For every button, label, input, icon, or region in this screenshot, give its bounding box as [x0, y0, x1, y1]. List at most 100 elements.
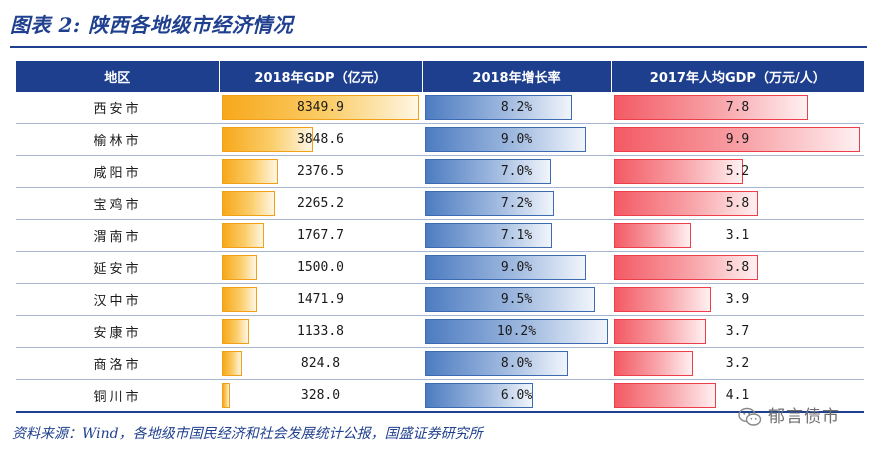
gdp-data-bar	[222, 191, 275, 216]
per-capita-value: 3.1	[725, 228, 750, 243]
growth-value: 8.0%	[500, 356, 533, 371]
gdp-data-bar	[222, 95, 419, 120]
growth-data-bar	[425, 319, 608, 344]
gdp-value: 1471.9	[297, 292, 344, 307]
gdp-data-bar	[222, 255, 257, 280]
gdp-cell: 2376.5	[219, 155, 422, 188]
column-header-region: 地区	[16, 61, 220, 92]
region-cell: 铜川市	[16, 379, 219, 413]
per-capita-value: 3.2	[725, 356, 750, 371]
growth-data-bar	[425, 191, 554, 216]
per-capita-data-bar	[614, 223, 691, 248]
gdp-cell: 1133.8	[219, 315, 422, 348]
growth-cell: 7.2%	[422, 187, 611, 220]
per-capita-cell: 3.9	[611, 283, 864, 316]
per-capita-cell: 3.7	[611, 315, 864, 348]
gdp-value: 2265.2	[297, 196, 344, 211]
per-capita-data-bar	[614, 191, 758, 216]
gdp-data-bar	[222, 127, 313, 152]
per-capita-data-bar	[614, 319, 706, 344]
gdp-value: 328.0	[300, 388, 341, 403]
per-capita-data-bar	[614, 351, 693, 376]
growth-value: 9.0%	[500, 260, 533, 275]
gdp-data-bar	[222, 287, 257, 312]
per-capita-value: 3.9	[725, 292, 750, 307]
per-capita-cell: 4.1	[611, 379, 864, 413]
per-capita-data-bar	[614, 95, 808, 120]
gdp-data-bar	[222, 351, 242, 376]
growth-data-bar	[425, 287, 595, 312]
growth-data-bar	[425, 95, 572, 120]
gdp-value: 1500.0	[297, 260, 344, 275]
growth-data-bar	[425, 383, 533, 408]
table-row: 榆林市 3848.6 9.0% 9.9	[16, 123, 864, 156]
gdp-data-bar	[222, 159, 278, 184]
growth-cell: 8.2%	[422, 92, 611, 124]
growth-value: 7.2%	[500, 196, 533, 211]
growth-value: 8.2%	[500, 100, 533, 115]
growth-cell: 8.0%	[422, 347, 611, 380]
per-capita-value: 5.2	[725, 164, 750, 179]
watermark-text: 郁言债市	[768, 407, 840, 427]
gdp-data-bar	[222, 383, 230, 408]
region-cell: 延安市	[16, 251, 219, 284]
per-capita-value: 3.7	[725, 324, 750, 339]
figure-title: 图表 2: 陕西各地级市经济情况	[10, 13, 294, 37]
region-cell: 汉中市	[16, 283, 219, 316]
column-header-growth: 2018年增长率	[422, 61, 612, 92]
title-rule	[10, 46, 867, 48]
growth-data-bar	[425, 351, 568, 376]
table-body: 西安市 8349.9 8.2% 7.8 榆林市 3848.6 9.0% 9.9 咸阳市 2376.…	[16, 92, 864, 413]
per-capita-value: 7.8	[725, 100, 750, 115]
gdp-data-bar	[222, 319, 249, 344]
gdp-value: 3848.6	[297, 132, 344, 147]
table-row: 铜川市 328.0 6.0% 4.1	[16, 379, 864, 413]
growth-data-bar	[425, 255, 586, 280]
table-row: 商洛市 824.8 8.0% 3.2	[16, 347, 864, 380]
source-note: 资料来源：Wind，各地级市国民经济和社会发展统计公报，国盛证券研究所	[12, 426, 483, 442]
per-capita-value: 5.8	[725, 196, 750, 211]
gdp-cell: 824.8	[219, 347, 422, 380]
per-capita-value: 5.8	[725, 260, 750, 275]
growth-cell: 7.1%	[422, 219, 611, 252]
growth-cell: 10.2%	[422, 315, 611, 348]
per-capita-data-bar	[614, 159, 743, 184]
table-row: 延安市 1500.0 9.0% 5.8	[16, 251, 864, 284]
region-cell: 咸阳市	[16, 155, 219, 188]
per-capita-data-bar	[614, 255, 758, 280]
gdp-value: 1767.7	[297, 228, 344, 243]
growth-cell: 9.0%	[422, 123, 611, 156]
gdp-data-bar	[222, 223, 264, 248]
growth-cell: 9.5%	[422, 283, 611, 316]
table-row: 咸阳市 2376.5 7.0% 5.2	[16, 155, 864, 188]
table-row: 西安市 8349.9 8.2% 7.8	[16, 92, 864, 124]
growth-data-bar	[425, 223, 552, 248]
economy-table: 地区 2018年GDP（亿元） 2018年增长率 2017年人均GDP（万元/人…	[16, 61, 864, 413]
growth-value: 10.2%	[496, 324, 537, 339]
gdp-cell: 3848.6	[219, 123, 422, 156]
per-capita-value: 4.1	[725, 388, 750, 403]
gdp-value: 1133.8	[297, 324, 344, 339]
region-cell: 西安市	[16, 92, 219, 124]
gdp-cell: 8349.9	[219, 92, 422, 124]
region-cell: 宝鸡市	[16, 187, 219, 220]
table-row: 汉中市 1471.9 9.5% 3.9	[16, 283, 864, 316]
gdp-value: 8349.9	[297, 100, 344, 115]
growth-data-bar	[425, 127, 586, 152]
per-capita-data-bar	[614, 287, 711, 312]
growth-value: 6.0%	[500, 388, 533, 403]
growth-value: 9.0%	[500, 132, 533, 147]
growth-value: 7.1%	[500, 228, 533, 243]
per-capita-cell: 5.8	[611, 187, 864, 220]
per-capita-data-bar	[614, 127, 860, 152]
growth-cell: 7.0%	[422, 155, 611, 188]
per-capita-cell: 3.2	[611, 347, 864, 380]
per-capita-value: 9.9	[725, 132, 750, 147]
per-capita-cell: 5.8	[611, 251, 864, 284]
watermark: 郁言债市	[738, 402, 873, 432]
per-capita-data-bar	[614, 383, 716, 408]
table-header-row: 地区 2018年GDP（亿元） 2018年增长率 2017年人均GDP（万元/人…	[16, 61, 864, 92]
gdp-cell: 1500.0	[219, 251, 422, 284]
gdp-value: 824.8	[300, 356, 341, 371]
growth-value: 9.5%	[500, 292, 533, 307]
